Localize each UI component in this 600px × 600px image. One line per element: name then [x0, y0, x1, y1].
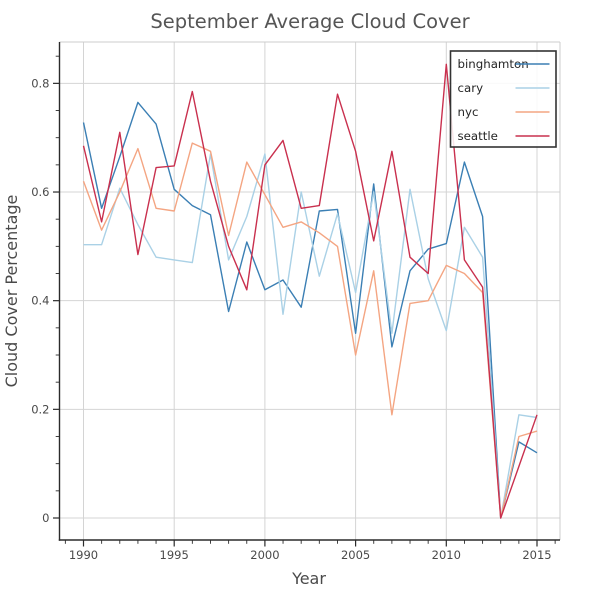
legend: binghamton cary nyc seattle — [449, 50, 557, 148]
x-tick-label: 2000 — [250, 548, 279, 562]
axis-ticks — [53, 55, 556, 547]
x-tick-label: 1990 — [69, 548, 98, 562]
series-line-nyc — [82, 142, 538, 519]
legend-label: seattle — [458, 129, 498, 143]
axes-spines — [58, 41, 561, 541]
legend-item-seattle: seattle — [458, 129, 550, 143]
legend-box — [449, 50, 557, 148]
y-axis-label: Cloud Cover Percentage — [2, 195, 21, 388]
x-tick-label: 2010 — [432, 548, 461, 562]
legend-item-binghamton: binghamton — [458, 57, 550, 71]
chart-title: September Average Cloud Cover — [150, 10, 470, 33]
series-line-seattle — [82, 63, 538, 519]
y-tick-label: 0.4 — [31, 294, 49, 308]
x-tick-label: 2015 — [522, 548, 551, 562]
legend-item-nyc: nyc — [458, 105, 550, 119]
data-series — [82, 63, 538, 519]
y-tick-label: 0 — [42, 511, 49, 525]
x-tick-label: 1995 — [160, 548, 189, 562]
series-line-binghamton — [82, 101, 538, 519]
y-tick-label: 0.8 — [31, 76, 49, 90]
series-line-cary — [83, 153, 538, 519]
legend-label: cary — [458, 81, 484, 95]
y-tick-label: 0.2 — [31, 402, 49, 416]
legend-label: nyc — [458, 105, 479, 119]
x-axis-label: Year — [291, 569, 326, 588]
axis-tick-labels: 1990 1995 2000 2005 2010 2015 0 0.2 0.4 0.6 0.8 — [31, 76, 551, 562]
x-tick-label: 2005 — [341, 548, 370, 562]
legend-label: binghamton — [458, 57, 529, 71]
legend-item-cary: cary — [458, 81, 550, 95]
y-tick-label: 0.6 — [31, 185, 49, 199]
